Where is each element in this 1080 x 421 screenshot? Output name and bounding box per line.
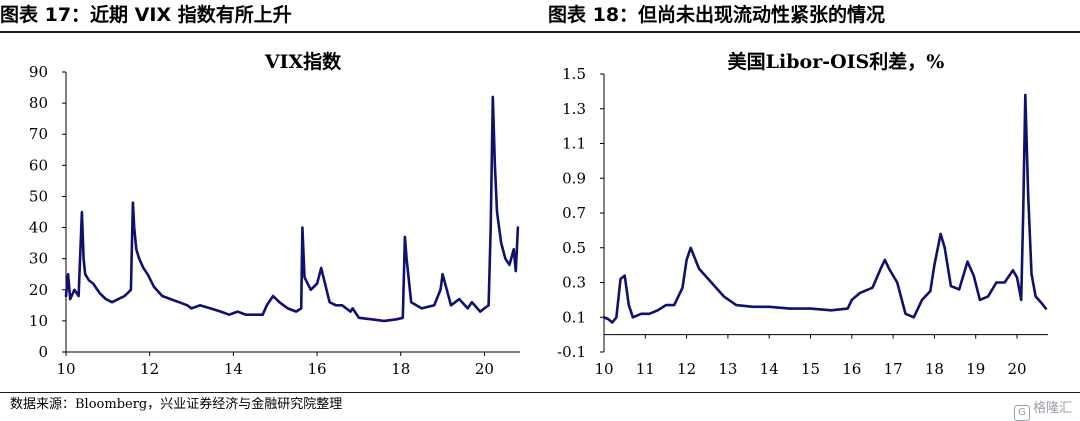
x-tick-label: 20 (1007, 360, 1026, 378)
figure-17-header: 图表 17：近期 VIX 指数有所上升 (0, 4, 292, 26)
y-tick-label: 70 (29, 125, 48, 143)
x-tick-label: 13 (718, 360, 737, 378)
watermark-text: 格隆汇 (1032, 401, 1072, 416)
x-tick-label: 20 (475, 360, 494, 378)
y-tick-label: 90 (29, 63, 48, 81)
series-line (64, 95, 520, 323)
y-tick-label: 50 (29, 187, 48, 205)
x-tick-label: 17 (884, 360, 903, 378)
y-tick-label: 10 (29, 312, 48, 330)
y-tick-label: 80 (29, 94, 48, 112)
y-tick-label: 0 (38, 343, 48, 361)
x-tick-label: 15 (801, 360, 820, 378)
y-tick-label: 0.9 (562, 169, 586, 187)
watermark: G 格隆汇 (1013, 397, 1072, 421)
y-tick-label: 0.5 (562, 239, 586, 257)
y-tick-label: 1.5 (562, 65, 586, 83)
x-tick-label: 12 (677, 360, 696, 378)
y-tick-label: 1.3 (562, 100, 586, 118)
footer-divider (0, 392, 1080, 393)
x-tick-label: 10 (594, 360, 613, 378)
x-tick-label: 11 (636, 360, 655, 378)
x-tick-label: 19 (966, 360, 985, 378)
y-tick-label: 40 (29, 219, 48, 237)
y-tick-label: -0.1 (557, 343, 586, 361)
watermark-logo-icon: G (1013, 405, 1030, 421)
x-tick-label: 18 (925, 360, 944, 378)
y-tick-label: 0.3 (562, 274, 586, 292)
libor-ois-chart: 美国Libor-OIS利差，% -0.1 0.1 0.3 0.5 0.7 0.9 1.1 1.3… (557, 50, 1048, 378)
y-tick-label: 0.7 (562, 204, 586, 222)
x-tick-label: 16 (308, 360, 327, 378)
chart-title: VIX指数 (264, 50, 342, 73)
x-tick-label: 12 (140, 360, 159, 378)
figure-18-header: 图表 18：但尚未出现流动性紧张的情况 (548, 4, 886, 26)
y-tick-label: 0.1 (562, 308, 586, 326)
vix-chart: VIX指数 0 10 20 30 40 50 60 70 80 90 10 12 14 16 18 20 (29, 50, 520, 378)
y-tick-label: 20 (29, 281, 48, 299)
y-tick-label: 30 (29, 250, 48, 268)
x-tick-label: 10 (56, 360, 75, 378)
y-tick-label: 1.1 (562, 135, 586, 153)
x-tick-label: 16 (842, 360, 861, 378)
series-line (602, 93, 1048, 324)
x-tick-label: 14 (224, 360, 243, 378)
x-tick-label: 18 (391, 360, 410, 378)
source-note: 数据来源：Bloomberg，兴业证券经济与金融研究院整理 (10, 397, 343, 412)
chart-title: 美国Libor-OIS利差，% (728, 50, 945, 73)
y-tick-label: 60 (29, 156, 48, 174)
header-divider (0, 31, 1080, 33)
x-tick-label: 14 (760, 360, 779, 378)
